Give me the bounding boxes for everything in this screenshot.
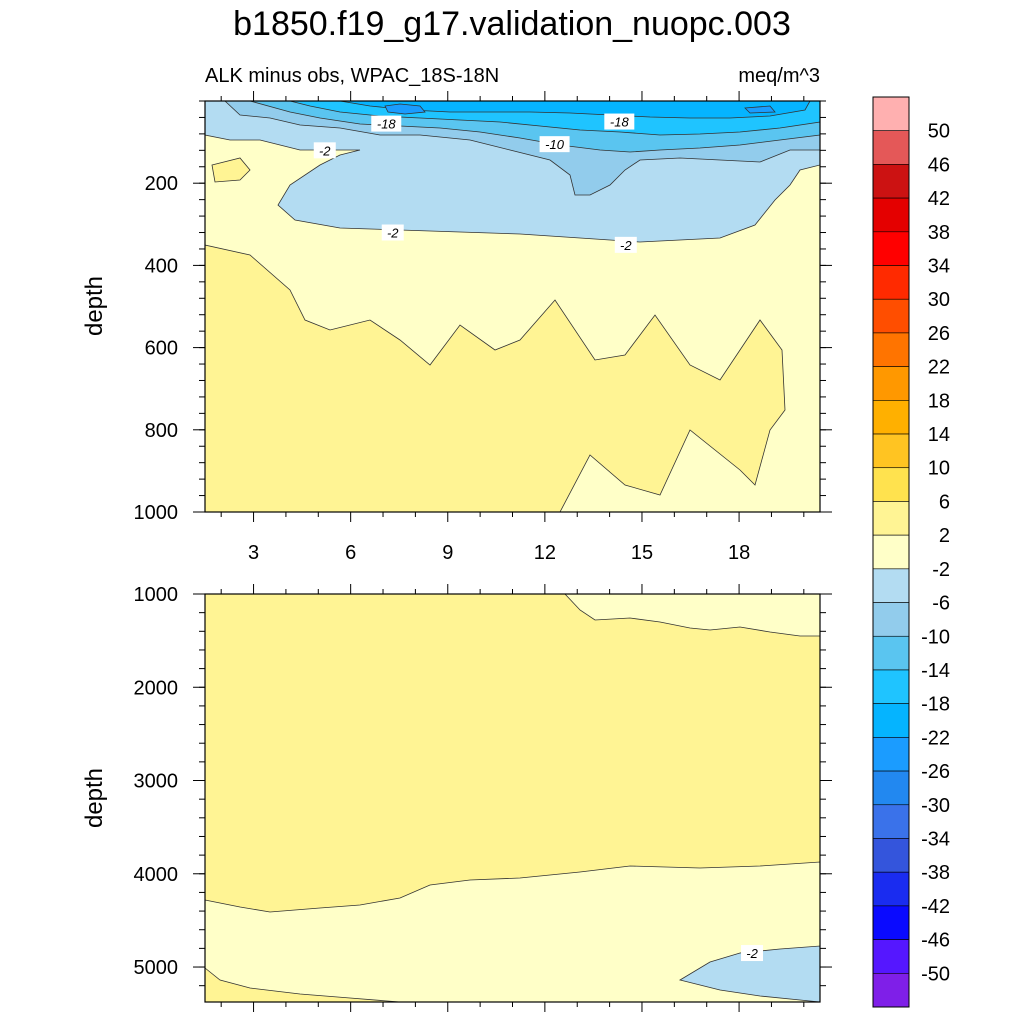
colorbar-swatch [872, 265, 910, 300]
y-tick-label: 1000 [134, 502, 179, 524]
colorbar-swatch [872, 602, 910, 637]
y-tick-label: 800 [145, 420, 178, 442]
colorbar-label: -38 [921, 862, 950, 884]
colorbar-swatch [872, 905, 910, 940]
contour-label-box [381, 224, 404, 241]
contour-label: -2 [387, 226, 399, 241]
y-tick-label: 3000 [134, 771, 179, 793]
contour-label: -18 [377, 117, 397, 132]
contour-label-box [539, 136, 570, 153]
colorbar-label: 30 [928, 289, 950, 311]
colorbar-swatch [872, 197, 910, 233]
colorbar-label: -26 [921, 761, 950, 783]
colorbar-swatch [872, 838, 910, 873]
chart-subtitle: ALK minus obs, WPAC_18S-18N [205, 65, 499, 87]
x-tick-label: 12 [534, 542, 556, 564]
colorbar-swatch [872, 972, 910, 1008]
upper-y-axis-label: depth [81, 276, 108, 336]
y-tick-label: 600 [145, 338, 178, 360]
colorbar-swatch [872, 703, 910, 738]
y-tick-label: 5000 [134, 957, 179, 979]
colorbar-label: 22 [928, 357, 950, 379]
contour-label-box [741, 945, 764, 962]
lower-y-axis-label: depth [81, 768, 108, 828]
colorbar-label: 26 [928, 323, 950, 345]
colorbar-label: 42 [928, 188, 950, 210]
colorbar-label: 10 [928, 458, 950, 480]
colorbar-swatch [872, 400, 910, 435]
colorbar-swatch [872, 164, 910, 199]
colorbar-label: 50 [928, 121, 950, 143]
colorbar: 50 46 42 38 34 30 26 22 18 14 10 6 2 -2 -6 -10 -14 -18 -22… [872, 96, 950, 1008]
colorbar-label: -30 [921, 795, 950, 817]
colorbar-label: 38 [928, 222, 950, 244]
colorbar-swatch [872, 96, 910, 132]
lower-axis-ticks: 1000 2000 3000 4000 5000 [134, 584, 832, 1012]
colorbar-label: 34 [928, 256, 950, 278]
x-tick-label: 18 [728, 542, 750, 564]
lower-contour-labels: -2 [741, 945, 764, 962]
chart-title: b1850.f19_g17.validation_nuopc.003 [233, 5, 791, 43]
colorbar-label: -6 [932, 593, 950, 615]
colorbar-label: -46 [921, 930, 950, 952]
colorbar-label: -10 [921, 626, 950, 648]
contour-label-box [604, 113, 635, 130]
colorbar-label: -2 [932, 559, 950, 581]
colorbar-label: 2 [939, 525, 950, 547]
colorbar-swatch [872, 939, 910, 974]
colorbar-label: 46 [928, 154, 950, 176]
upper-minus22-region [384, 103, 776, 115]
lower-panel: 1000 2000 3000 4000 5000 -2 depth [81, 584, 832, 1012]
colorbar-swatch [872, 770, 910, 806]
colorbar-label: -42 [921, 896, 950, 918]
colorbar-swatch [872, 737, 910, 772]
x-tick-label: 9 [442, 542, 453, 564]
colorbar-swatch [872, 635, 910, 671]
colorbar-label: -14 [921, 660, 950, 682]
colorbar-label: 6 [939, 491, 950, 513]
colorbar-label: 14 [928, 424, 950, 446]
y-tick-label: 2000 [134, 677, 179, 699]
y-tick-label: 4000 [134, 864, 179, 886]
upper-axis-ticks: 3 6 9 12 15 18 200 400 600 800 1000 [134, 91, 832, 564]
contour-label-box [371, 115, 402, 132]
colorbar-swatch [872, 501, 910, 536]
contour-label: -2 [746, 946, 758, 961]
colorbar-swatch [872, 467, 910, 502]
x-tick-label: 6 [345, 542, 356, 564]
contour-label: -2 [319, 143, 331, 158]
colorbar-label: -50 [921, 963, 950, 985]
colorbar-swatch [872, 669, 910, 704]
colorbar-swatch [872, 130, 910, 165]
colorbar-label: -34 [921, 828, 950, 850]
colorbar-swatch [872, 433, 910, 469]
colorbar-swatch [872, 332, 910, 367]
colorbar-swatch [872, 298, 910, 334]
contour-label-box [313, 142, 336, 159]
y-tick-label: 1000 [134, 584, 179, 606]
colorbar-swatch [872, 804, 910, 839]
colorbar-swatch [872, 568, 910, 603]
colorbar-swatch [872, 871, 910, 907]
units-label: meq/m^3 [738, 65, 820, 87]
colorbar-swatch [872, 366, 910, 401]
x-tick-label: 3 [248, 542, 259, 564]
contour-label: -10 [545, 137, 565, 152]
upper-contour-labels: -18 -18 -10 -2 -2 -2 [313, 113, 637, 253]
colorbar-label: 18 [928, 390, 950, 412]
colorbar-swatch [872, 231, 910, 266]
colorbar-label: -18 [921, 694, 950, 716]
colorbar-frame [872, 96, 910, 1008]
contour-label: -18 [610, 115, 630, 130]
colorbar-label: -22 [921, 727, 950, 749]
contour-label-box [614, 236, 637, 253]
y-tick-label: 200 [145, 173, 178, 195]
colorbar-swatch [872, 534, 910, 570]
x-tick-label: 15 [631, 542, 653, 564]
contour-label: -2 [620, 238, 632, 253]
y-tick-label: 400 [145, 255, 178, 277]
